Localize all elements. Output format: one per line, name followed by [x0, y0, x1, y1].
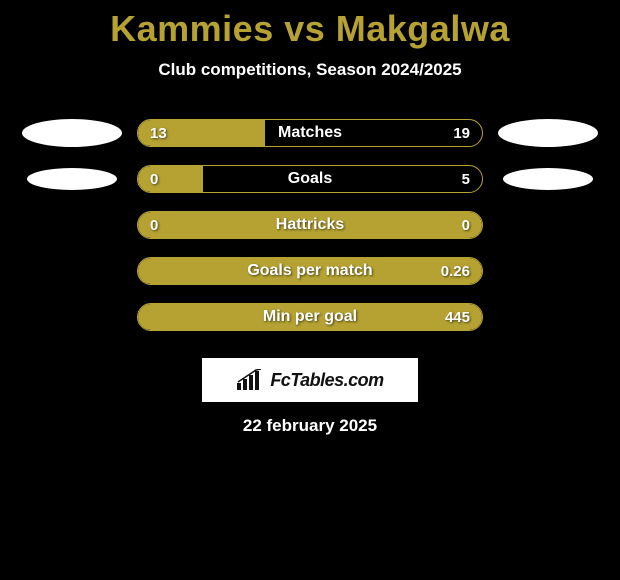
stat-value-right: 0.26 — [441, 263, 470, 280]
date-label: 22 february 2025 — [0, 416, 620, 436]
left-logo-slot — [17, 119, 127, 147]
stat-label: Hattricks — [276, 216, 344, 234]
brand-badge: FcTables.com — [202, 358, 418, 402]
brand-text: FcTables.com — [270, 370, 383, 391]
team-logo-placeholder — [503, 168, 593, 190]
stat-value-left: 13 — [150, 125, 167, 142]
stats-container: 13 Matches 19 0 Goals 5 0 Hattricks 0 Goals per m… — [0, 110, 620, 340]
stat-bar: 0 Goals 5 — [137, 165, 483, 193]
stat-bar: 13 Matches 19 — [137, 119, 483, 147]
stat-value-left: 0 — [150, 217, 158, 234]
stat-bar: Min per goal 445 — [137, 303, 483, 331]
stat-value-right: 445 — [445, 309, 470, 326]
team-logo-placeholder — [27, 168, 117, 190]
stat-bar: Goals per match 0.26 — [137, 257, 483, 285]
stat-value-left: 0 — [150, 171, 158, 188]
stat-value-right: 0 — [462, 217, 470, 234]
right-logo-slot — [493, 168, 603, 190]
stat-row: 13 Matches 19 — [0, 110, 620, 156]
page-title: Kammies vs Makgalwa — [0, 0, 620, 50]
stat-row: Min per goal 445 — [0, 294, 620, 340]
team-logo-placeholder — [22, 119, 122, 147]
stat-row: 0 Hattricks 0 — [0, 202, 620, 248]
stat-label: Goals — [288, 170, 332, 188]
stat-row: Goals per match 0.26 — [0, 248, 620, 294]
stat-row: 0 Goals 5 — [0, 156, 620, 202]
stat-value-right: 19 — [453, 125, 470, 142]
right-logo-slot — [493, 119, 603, 147]
left-logo-slot — [17, 168, 127, 190]
subtitle: Club competitions, Season 2024/2025 — [0, 60, 620, 80]
stat-label: Matches — [278, 124, 342, 142]
stat-bar: 0 Hattricks 0 — [137, 211, 483, 239]
team-logo-placeholder — [498, 119, 598, 147]
stat-value-right: 5 — [462, 171, 470, 188]
bar-chart-icon — [236, 369, 264, 391]
stat-label: Min per goal — [263, 308, 357, 326]
stat-label: Goals per match — [247, 262, 372, 280]
stat-bar-fill — [138, 166, 203, 192]
